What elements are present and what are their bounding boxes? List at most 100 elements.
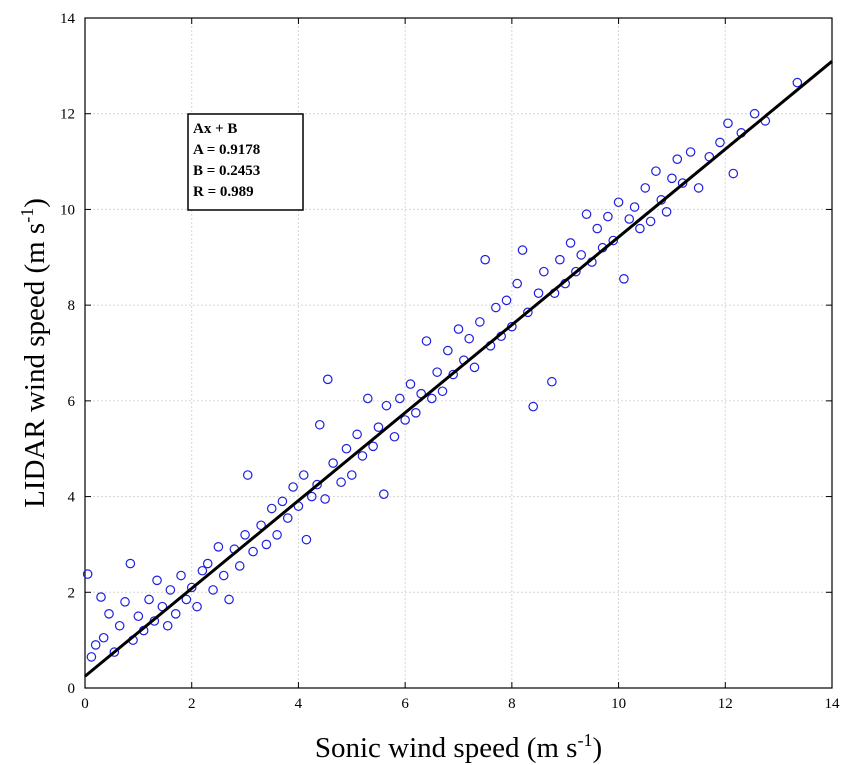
data-point <box>640 183 651 193</box>
data-point <box>576 250 587 260</box>
data-point <box>322 374 333 385</box>
data-point <box>242 470 253 480</box>
data-point <box>715 137 725 148</box>
data-point <box>352 429 362 440</box>
y-tick-label: 10 <box>60 202 75 218</box>
data-point <box>208 585 218 595</box>
data-point <box>272 530 282 540</box>
y-tick-label: 2 <box>68 585 76 601</box>
data-point <box>411 408 421 418</box>
data-point <box>629 202 640 212</box>
data-point <box>341 443 352 454</box>
data-point <box>645 216 656 227</box>
data-point <box>571 266 581 277</box>
data-point <box>464 333 474 344</box>
y-axis-title-main: LIDAR wind speed (m s <box>19 223 51 508</box>
data-point <box>533 288 544 298</box>
data-point <box>312 479 322 490</box>
data-point <box>368 441 378 452</box>
data-point <box>181 594 192 605</box>
data-point <box>298 470 309 480</box>
data-point <box>603 211 613 222</box>
data-point <box>749 108 760 119</box>
x-tick-label: 4 <box>295 696 303 712</box>
data-point <box>90 640 101 650</box>
y-tick-label: 14 <box>60 11 76 27</box>
data-point <box>282 513 293 523</box>
y-tick-label: 12 <box>60 107 75 123</box>
data-point <box>144 594 154 605</box>
data-point <box>443 345 453 356</box>
x-tick-label: 8 <box>508 696 516 712</box>
y-axis-title: LIDAR wind speed (m s-1) <box>17 198 51 508</box>
data-point <box>120 597 130 607</box>
data-point <box>186 582 197 593</box>
data-point <box>405 379 416 389</box>
data-point <box>125 558 136 569</box>
data-point <box>378 489 389 499</box>
plot-frame <box>84 17 833 689</box>
data-point <box>301 534 312 545</box>
fit-legend-frame <box>187 113 304 211</box>
data-points <box>82 77 803 662</box>
data-point <box>357 451 368 461</box>
data-point <box>240 530 250 540</box>
data-point <box>109 647 120 657</box>
data-point <box>86 652 97 662</box>
data-point <box>613 197 624 208</box>
x-axis-title-end: ) <box>592 732 602 764</box>
data-point <box>346 470 357 480</box>
data-point <box>693 183 704 193</box>
data-point <box>581 209 592 220</box>
fit-correlation-label: R = 0.989 <box>193 184 254 200</box>
data-point <box>432 367 442 377</box>
y-tick-label: 6 <box>68 394 76 410</box>
data-point <box>170 609 181 619</box>
data-point <box>104 609 114 619</box>
data-point <box>400 415 410 425</box>
x-axis-title-main: Sonic wind speed (m s <box>315 732 578 764</box>
data-point <box>501 295 512 306</box>
data-point <box>234 561 245 571</box>
x-axis-title-sup: -1 <box>577 730 592 750</box>
x-tick-label: 12 <box>718 696 733 712</box>
fit-legend-box: Ax + B A = 0.9178 B = 0.2453 R = 0.989 <box>187 113 304 211</box>
data-point <box>224 594 234 605</box>
data-point <box>512 278 522 289</box>
data-point <box>213 542 224 552</box>
y-axis-title-end: ) <box>19 198 51 208</box>
data-point <box>192 601 202 612</box>
axis-ticks: 0 2 4 6 8 10 12 14 0 2 4 6 8 10 12 14 <box>60 11 840 712</box>
data-point <box>248 546 258 557</box>
data-point <box>672 154 683 164</box>
data-point <box>98 632 109 643</box>
data-point <box>624 214 635 224</box>
x-axis-title: Sonic wind speed (m s-1) <box>315 730 602 764</box>
data-point <box>635 223 645 234</box>
data-point <box>547 376 557 387</box>
y-tick-label: 0 <box>68 681 76 697</box>
data-point <box>306 491 317 502</box>
data-point <box>266 503 277 514</box>
data-point <box>176 570 186 581</box>
data-point <box>453 324 464 334</box>
data-point <box>723 118 733 129</box>
data-point <box>421 336 432 346</box>
data-point <box>667 173 677 184</box>
data-point <box>608 235 619 246</box>
data-point <box>82 569 93 579</box>
data-point <box>152 575 162 586</box>
data-point <box>427 393 437 404</box>
data-point <box>685 147 696 157</box>
data-point <box>133 611 144 622</box>
data-point <box>314 419 325 430</box>
data-point <box>395 393 405 404</box>
data-point <box>162 620 173 631</box>
y-tick-label: 8 <box>68 298 76 314</box>
data-point <box>528 401 538 412</box>
x-tick-label: 10 <box>611 696 626 712</box>
y-axis-title-sup: -1 <box>17 208 37 223</box>
data-point <box>469 362 480 373</box>
data-point <box>677 178 688 188</box>
